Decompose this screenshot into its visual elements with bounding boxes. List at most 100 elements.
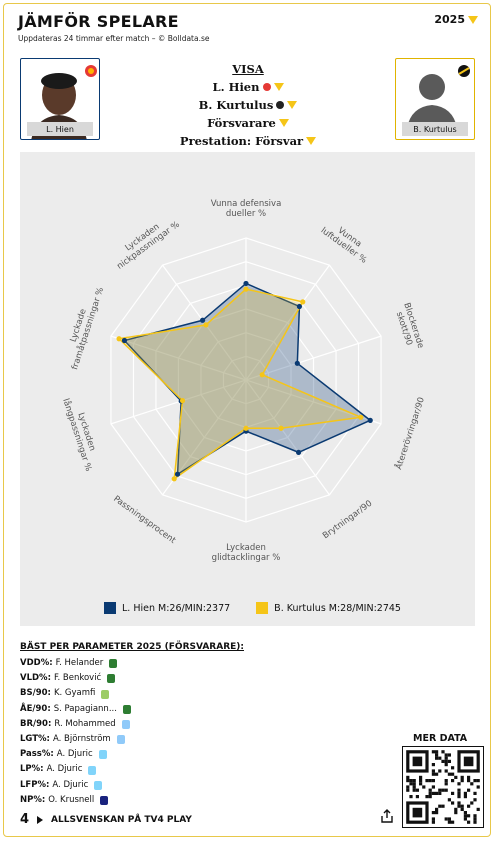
axis-label: Lyckadenlångpassningar %	[60, 394, 102, 472]
best-key: NP%:	[20, 794, 46, 805]
series-point	[116, 336, 122, 342]
best-row[interactable]: BS/90: K. Gyamfi	[20, 686, 131, 701]
qr-module	[463, 811, 467, 815]
best-row[interactable]: LGT%: A. Björnström	[20, 732, 131, 747]
qr-module	[409, 782, 413, 786]
qr-module	[463, 795, 467, 799]
qr-module	[431, 817, 435, 821]
player2-card[interactable]: B. Kurtulus	[395, 58, 475, 140]
qr-module	[438, 756, 442, 760]
club-badge-icon	[122, 704, 131, 714]
footer-text: ALLSVENSKAN PÅ TV4 PLAY	[51, 814, 192, 825]
qr-module	[460, 779, 464, 783]
best-row[interactable]: VDD%: F. Helander	[20, 656, 131, 671]
qr-module	[473, 817, 477, 821]
legend-label-player1: L. Hien M:26/MIN:2377	[122, 602, 231, 614]
club-badge-icon	[94, 780, 103, 790]
qr-module	[406, 785, 410, 789]
qr-module	[447, 820, 451, 824]
qr-module	[428, 795, 432, 799]
qr-module	[447, 817, 451, 821]
qr-module	[467, 814, 471, 818]
series-point	[295, 449, 302, 455]
club-badge-icon	[116, 735, 125, 745]
qr-module	[435, 753, 439, 757]
qr-module	[441, 788, 445, 792]
qr-module	[412, 788, 416, 792]
qr-module	[431, 820, 435, 824]
grid-spoke	[245, 335, 382, 381]
legend-swatch-player2	[256, 602, 269, 614]
qr-code[interactable]	[402, 746, 484, 828]
share-icon[interactable]	[380, 809, 394, 823]
radar-chart-panel	[20, 152, 475, 626]
visa-player1-select[interactable]: L. Hien	[140, 78, 356, 96]
best-player: A. Djuric	[52, 779, 89, 790]
best-key: BS/90:	[20, 688, 51, 699]
best-row[interactable]: NP%: O. Krusnell	[20, 793, 131, 808]
best-heading: BÄST PER PARAMETER 2025 (FÖRSVARARE):	[20, 642, 244, 652]
chevron-down-icon	[287, 101, 298, 109]
qr-module	[415, 795, 419, 799]
best-player: F. Helander	[55, 658, 104, 668]
qr-module	[473, 820, 477, 824]
best-list: VDD%: F. Helander VLD%: F. Benković BS/90: K.…	[20, 656, 131, 808]
qr-module	[476, 785, 480, 789]
qr-module	[444, 756, 448, 760]
best-row[interactable]: ÅE/90: S. Papagiann...	[20, 702, 131, 717]
visa-player2-select[interactable]: B. Kurtulus	[140, 96, 356, 114]
player1-card[interactable]: L. Hien	[20, 58, 100, 140]
qr-module	[435, 756, 439, 760]
visa-position-select[interactable]: Försvarare	[140, 114, 356, 132]
qr-module	[415, 788, 419, 792]
qr-module	[460, 807, 464, 811]
best-key: LFP%:	[20, 779, 50, 790]
visa-prestation-select[interactable]: Prestation: Försvar	[140, 132, 356, 150]
qr-module	[409, 779, 413, 783]
best-row[interactable]: LP%: A. Djuric	[20, 762, 131, 777]
qr-module	[435, 750, 439, 754]
qr-module	[451, 772, 455, 776]
grid-spoke	[110, 379, 247, 425]
qr-module	[431, 785, 435, 789]
mer-data-label: MER DATA	[413, 733, 468, 744]
best-row[interactable]: BR/90: R. Mohammed	[20, 717, 131, 732]
axis-label: Brytningar/90	[321, 499, 374, 542]
best-row[interactable]: VLD%: F. Benković	[20, 671, 131, 686]
best-player: R. Mohammed	[54, 718, 116, 729]
series-point	[278, 425, 284, 431]
qr-module	[447, 753, 451, 757]
series-point	[367, 417, 373, 423]
qr-module	[457, 788, 461, 792]
qr-module	[460, 775, 464, 779]
best-key: LGT%:	[20, 734, 50, 745]
page-subtitle: Uppdateras 24 timmar efter match – © Bol…	[18, 34, 210, 43]
qr-module	[409, 795, 413, 799]
qr-finder	[412, 807, 423, 818]
best-row[interactable]: Pass%: A. Djuric	[20, 747, 131, 762]
qr-module	[419, 782, 423, 786]
qr-module	[451, 766, 455, 770]
year-selector[interactable]: 2025	[434, 13, 478, 26]
qr-module	[444, 769, 448, 773]
tv4-logo-icon: 4	[20, 812, 30, 827]
qr-module	[447, 772, 451, 776]
club-badge-icon	[276, 101, 285, 109]
axis-label: Vunna defensiva dueller %	[211, 199, 282, 219]
grid-spoke	[110, 335, 247, 381]
qr-module	[431, 763, 435, 767]
visa-position-label: Försvarare	[207, 116, 276, 130]
qr-module	[447, 759, 451, 763]
qr-module	[438, 769, 442, 773]
qr-module	[473, 814, 477, 818]
footer-banner[interactable]: 4 ALLSVENSKAN PÅ TV4 PLAY	[20, 812, 192, 827]
qr-module	[460, 804, 464, 808]
grid-spoke	[245, 379, 330, 496]
club-badge-icon	[100, 795, 109, 805]
qr-module	[444, 782, 448, 786]
series-point	[243, 286, 249, 292]
best-row[interactable]: LFP%: A. Djuric	[20, 778, 131, 793]
qr-module	[444, 753, 448, 757]
axis-label: Återerövringar/90	[392, 395, 427, 470]
